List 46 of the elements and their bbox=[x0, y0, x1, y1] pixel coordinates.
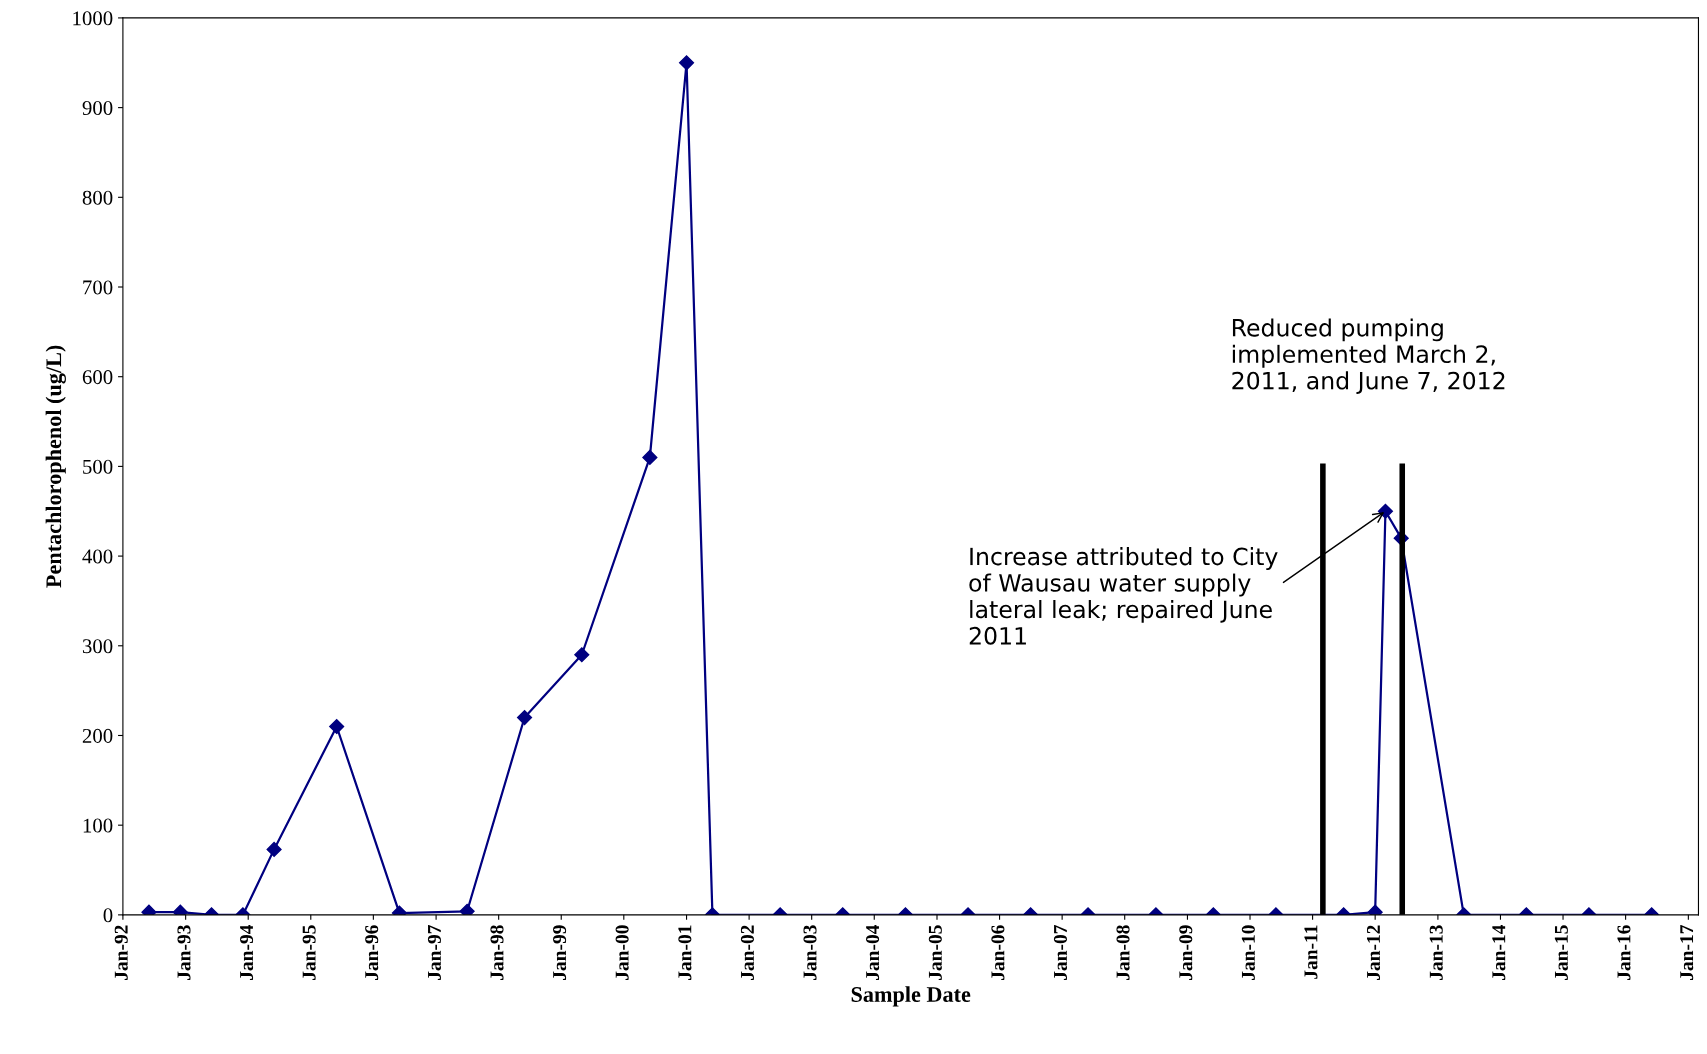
x-tick-label: Jan-99 bbox=[553, 925, 567, 980]
x-tick-label: Jan-92 bbox=[114, 925, 128, 980]
x-tick-label: Jan-08 bbox=[1116, 925, 1130, 980]
point bbox=[642, 449, 658, 465]
annotation: Reduced pumping implemented March 2, 2011, and June 7, 2012 bbox=[1232, 318, 1505, 394]
annotation: Increase attributed to City of Wausau water supply lateral leak; repaired June 2011 bbox=[969, 547, 1278, 645]
x-tick-label: Jan-11 bbox=[1304, 925, 1318, 979]
x-tick-label: Jan-12 bbox=[1366, 925, 1381, 980]
y-axis-title: Pentachlorophenol (ug/L) bbox=[45, 345, 66, 588]
x-tick-label: Jan-01 bbox=[678, 925, 692, 980]
point bbox=[516, 709, 533, 726]
x-tick-label: Jan-96 bbox=[365, 925, 379, 980]
x-tick-label: Jan-09 bbox=[1179, 925, 1193, 980]
point bbox=[574, 647, 590, 663]
y-tick-label: 1000 bbox=[73, 11, 113, 26]
x-tick-label: Jan-94 bbox=[240, 924, 254, 980]
x-tick-label: Jan-97 bbox=[427, 925, 441, 980]
x-tick-label: Jan-07 bbox=[1053, 925, 1068, 980]
x-tick-label: Jan-15 bbox=[1554, 925, 1568, 980]
x-tick-label: Jan-04 bbox=[866, 924, 880, 980]
y-tick-label: 900 bbox=[82, 100, 113, 116]
x-tick-label: Jan-06 bbox=[991, 925, 1005, 980]
x-axis-title: Sample Date bbox=[851, 986, 971, 1007]
x-tick-label: Jan-93 bbox=[177, 925, 191, 980]
x-tick-label: Jan-17 bbox=[1680, 925, 1694, 980]
y-tick-label: 500 bbox=[83, 459, 113, 474]
y-tick-label: 0 bbox=[103, 908, 113, 923]
x-tick-label: Jan-95 bbox=[302, 925, 316, 980]
x-tick-label: Jan-05 bbox=[928, 925, 942, 980]
y-tick-label: 200 bbox=[82, 728, 113, 743]
y-tick-label: 400 bbox=[82, 549, 113, 564]
x-tick-label: Jan-14 bbox=[1492, 924, 1506, 980]
x-tick-label: Jan-03 bbox=[803, 925, 817, 980]
y-tick-label: 300 bbox=[82, 639, 113, 654]
y-tick-label: 100 bbox=[83, 818, 113, 833]
y-tick-label: 800 bbox=[82, 190, 113, 205]
x-tick-label: Jan-10 bbox=[1241, 925, 1255, 980]
x-tick-label: Jan-13 bbox=[1429, 925, 1443, 980]
point bbox=[329, 718, 345, 735]
y-tick-label: 600 bbox=[82, 370, 113, 385]
point bbox=[1377, 503, 1394, 519]
x-tick-label: Jan-00 bbox=[615, 925, 629, 980]
y-tick-label: 700 bbox=[83, 280, 113, 295]
x-tick-label: Jan-98 bbox=[490, 925, 504, 980]
x-tick-label: Jan-16 bbox=[1617, 925, 1631, 980]
x-tick-label: Jan-02 bbox=[740, 925, 754, 980]
